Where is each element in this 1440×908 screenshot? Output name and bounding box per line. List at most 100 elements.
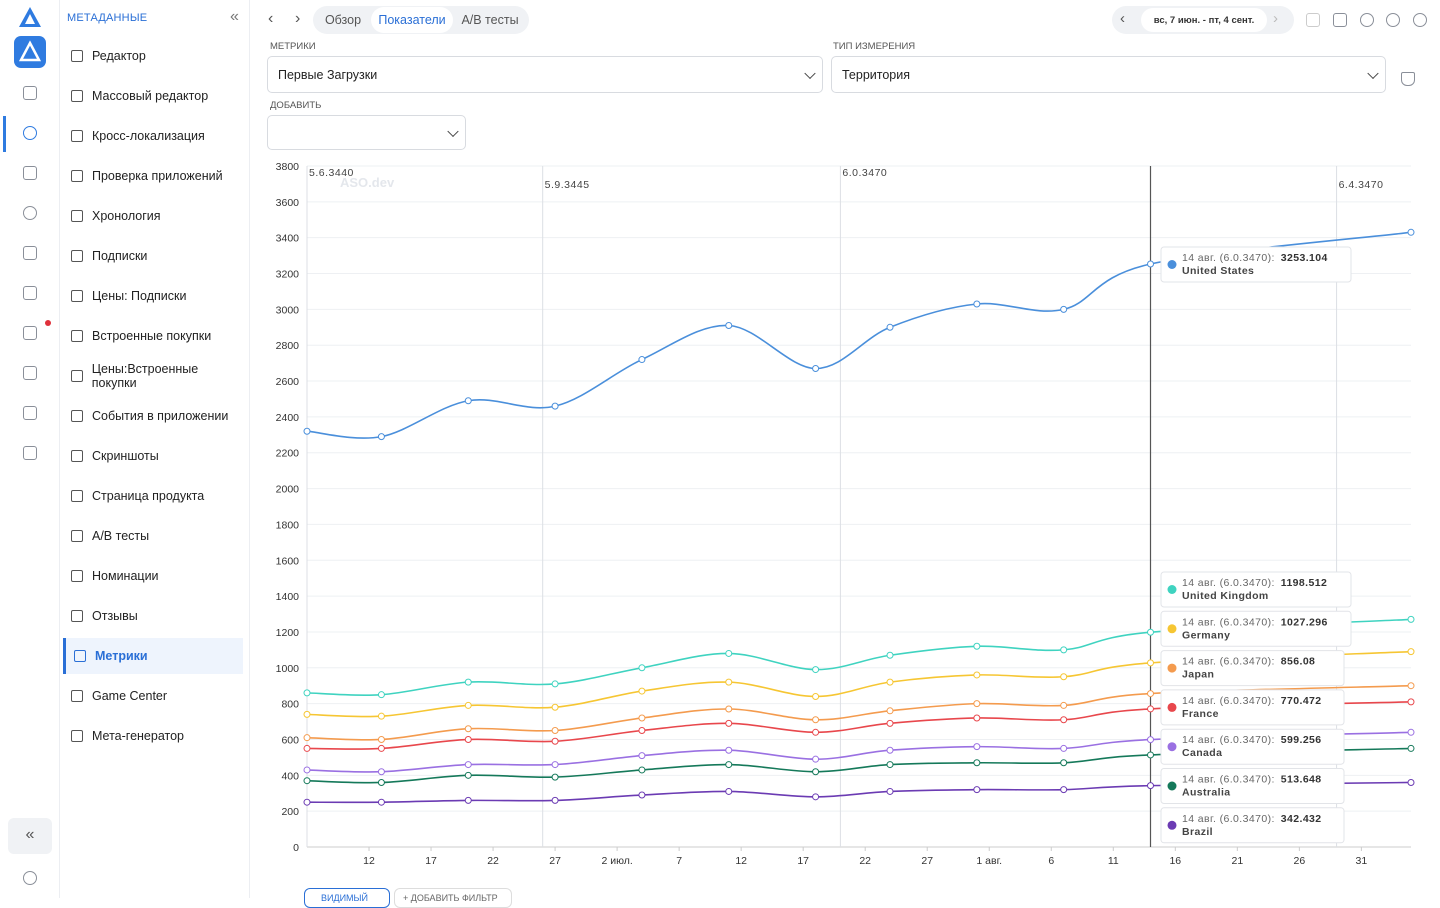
rail-icon[interactable]	[23, 286, 37, 300]
user-icon[interactable]	[23, 871, 37, 885]
data-point	[1060, 673, 1068, 681]
tab[interactable]: Обзор	[324, 13, 362, 27]
data-point	[1060, 701, 1068, 709]
tooltip-box	[1160, 689, 1345, 726]
field-label: ТИП ИЗМЕРЕНИЯ	[833, 41, 916, 52]
menu-item[interactable]: Подписки	[63, 238, 243, 274]
rail-icon[interactable]	[23, 366, 37, 380]
data-point	[886, 761, 894, 769]
data-point	[638, 664, 646, 672]
tooltip-text: 14 авг. (6.0.3470): 513.648	[1182, 774, 1322, 786]
tooltip: 14 авг. (6.0.3470): 1027.296 Germany	[1160, 610, 1352, 647]
filter-chip[interactable]: ВИДИМЫЙ	[304, 888, 390, 908]
menu-label: Номинации	[92, 569, 159, 583]
menu-label: Цены: Подписки	[92, 289, 187, 303]
y-tick-label: 2400	[276, 412, 300, 424]
y-tick-label: 800	[281, 699, 299, 711]
bookmark-icon[interactable]	[1401, 72, 1415, 86]
app-icon[interactable]	[14, 36, 46, 68]
tooltip-label: 14 авг. (6.0.3470):	[1182, 656, 1275, 668]
menu-item[interactable]: Редактор	[63, 38, 243, 74]
menu-item[interactable]: Цены:Встроенные покупки	[63, 358, 243, 394]
menu-item[interactable]: Встроенные покупки	[63, 318, 243, 354]
data-point	[973, 714, 981, 722]
data-point	[377, 778, 385, 786]
menu-item[interactable]: A/B тесты	[63, 518, 243, 554]
menu-item[interactable]: Game Center	[63, 678, 243, 714]
date-range[interactable]: вс, 7 июн. - пт, 4 сент.	[1141, 8, 1267, 32]
menu-icon	[71, 490, 83, 502]
menu-item[interactable]: Метрики	[63, 638, 243, 674]
download-icon[interactable]	[1333, 13, 1347, 27]
data-point	[551, 680, 559, 688]
data-point	[377, 433, 385, 441]
add-filter-button[interactable]: + ДОБАВИТЬ ФИЛЬТР	[394, 888, 512, 908]
dimension-select[interactable]: Территория	[831, 56, 1386, 93]
menu-item[interactable]: Проверка приложений	[63, 158, 243, 194]
add-select[interactable]	[267, 115, 466, 150]
data-point	[1147, 690, 1155, 698]
data-point	[886, 707, 894, 715]
data-point	[638, 791, 646, 799]
back-button[interactable]: ‹	[268, 10, 274, 27]
tooltip-text: 14 авг. (6.0.3470): 3253.104	[1182, 252, 1328, 264]
rail-icon[interactable]	[23, 206, 37, 220]
menu-item[interactable]: Цены: Подписки	[63, 278, 243, 314]
tooltip: 14 авг. (6.0.3470): 342.432 Brazil	[1160, 807, 1345, 844]
rail-icon[interactable]	[23, 86, 37, 100]
tab-active[interactable]: Показатели	[371, 7, 453, 33]
metric-select[interactable]: Первые Загрузки	[267, 56, 823, 93]
data-point	[725, 321, 733, 329]
data-point	[1060, 759, 1068, 767]
data-point	[1147, 659, 1155, 667]
rail-icon[interactable]	[23, 126, 37, 140]
rail-icon[interactable]	[23, 166, 37, 180]
tooltip-value: 856.08	[1281, 656, 1316, 668]
forward-button[interactable]: ›	[295, 10, 301, 27]
collapse-sidebar[interactable]: «	[230, 8, 239, 25]
data-point	[973, 700, 981, 708]
menu-icon	[71, 570, 83, 582]
tooltip: 14 авг. (6.0.3470): 513.648 Australia	[1160, 768, 1345, 804]
tooltip-box	[1160, 246, 1352, 283]
menu-item[interactable]: Хронология	[63, 198, 243, 234]
tooltip-name: Australia	[1182, 787, 1231, 799]
menu-label: Редактор	[92, 49, 146, 63]
menu-item[interactable]: Отзывы	[63, 598, 243, 634]
tooltip: 14 авг. (6.0.3470): 770.472 France	[1160, 689, 1345, 726]
date-prev[interactable]: ‹	[1120, 10, 1125, 27]
menu-item[interactable]: События в приложении	[63, 398, 243, 434]
menu-item[interactable]: Номинации	[63, 558, 243, 594]
rail-icon[interactable]	[23, 406, 37, 420]
help-icon[interactable]	[1413, 13, 1427, 27]
x-tick-label: 22	[859, 855, 871, 867]
collapse-button[interactable]: «	[8, 818, 52, 854]
y-tick-label: 3000	[276, 304, 300, 316]
date-next[interactable]: ›	[1273, 10, 1278, 27]
edit-icon[interactable]	[1306, 13, 1320, 27]
rail-icon[interactable]	[23, 246, 37, 260]
menu-item[interactable]: Страница продукта	[63, 478, 243, 514]
x-tick-label: 7	[676, 855, 682, 867]
data-point	[303, 766, 311, 774]
tooltip-label: 14 авг. (6.0.3470):	[1182, 813, 1275, 825]
menu-item[interactable]: Кросс-локализация	[63, 118, 243, 154]
menu-item[interactable]: Мета-генератор	[63, 718, 243, 754]
tab[interactable]: A/B тесты	[461, 13, 519, 27]
data-point	[886, 746, 894, 754]
tooltip-dot	[1167, 742, 1177, 752]
refresh-icon[interactable]	[1360, 13, 1374, 27]
menu-item[interactable]: Скриншоты	[63, 438, 243, 474]
data-point	[725, 705, 733, 713]
settings-icon[interactable]	[1386, 13, 1400, 27]
menu-item[interactable]: Массовый редактор	[63, 78, 243, 114]
sidebar: МЕТАДАННЫЕ « Редактор Массовый редактор Кр…	[60, 0, 250, 898]
rail-icon[interactable]	[23, 446, 37, 460]
tooltip-box	[1160, 768, 1345, 804]
tooltip-dot	[1167, 781, 1177, 791]
menu-label: A/B тесты	[92, 529, 150, 543]
tooltip-name: Brazil	[1182, 826, 1213, 838]
rail-icon[interactable]	[23, 326, 37, 340]
data-point	[303, 798, 311, 806]
